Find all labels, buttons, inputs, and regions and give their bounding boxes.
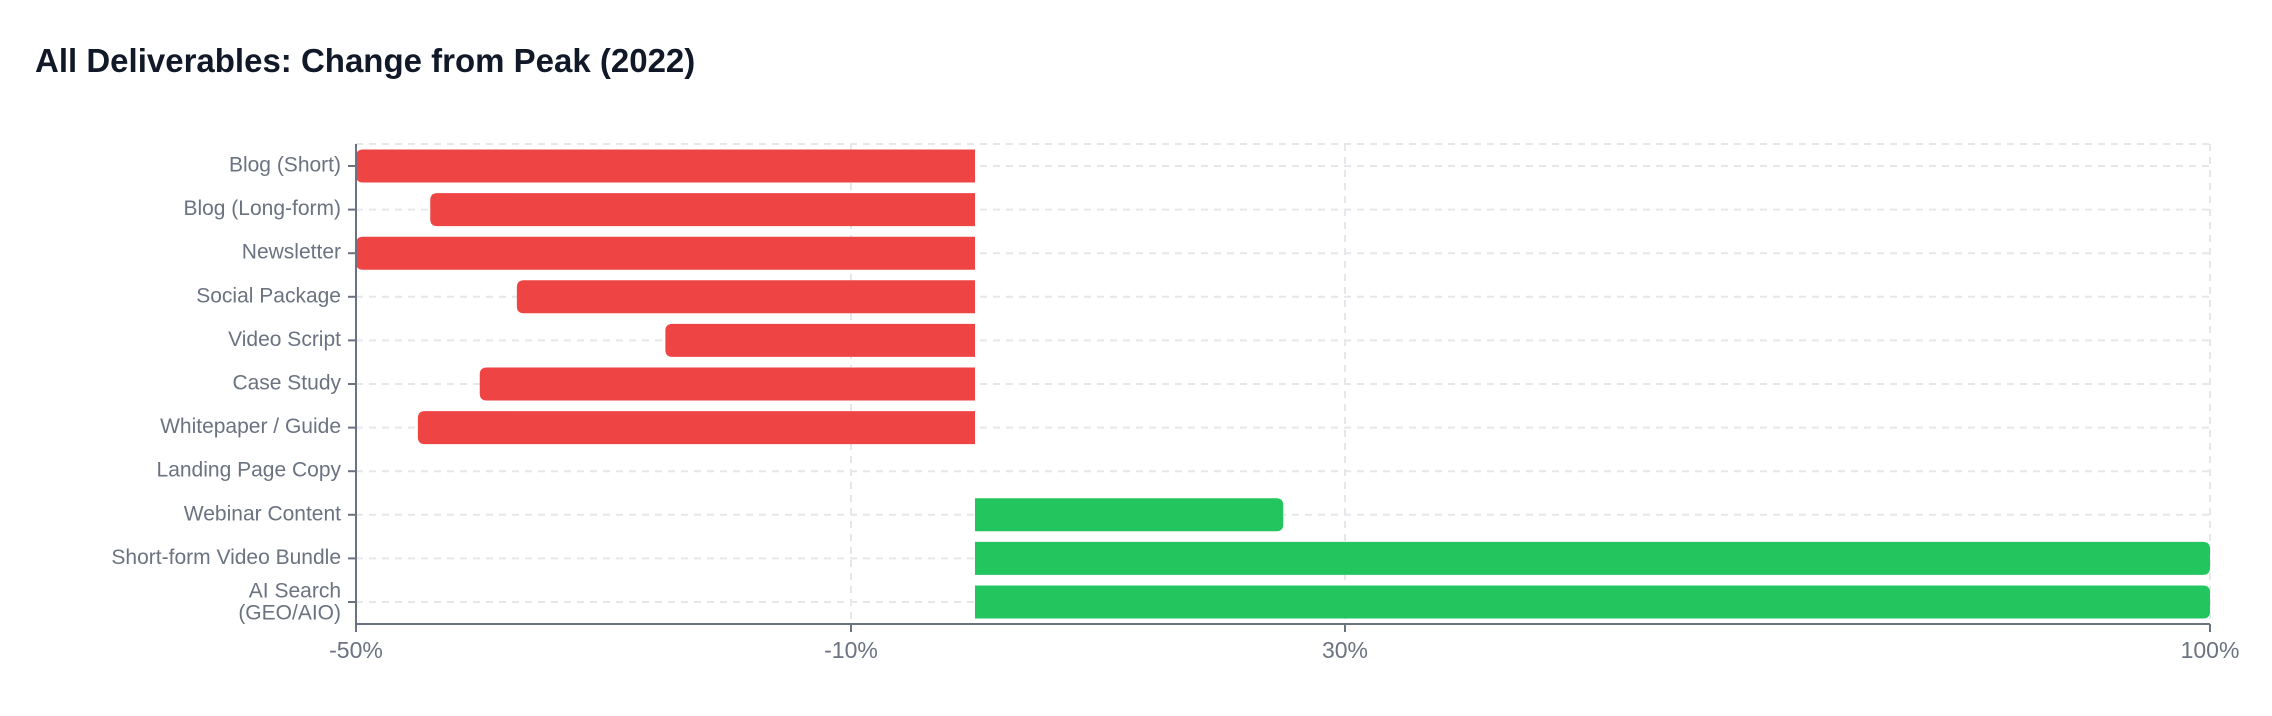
category-label: Landing Page Copy [157,459,342,482]
category-label: Whitepaper / Guide [160,415,341,438]
category-label: Blog (Short) [229,154,341,177]
category-label: Webinar Content [184,502,341,525]
x-tick-label: 30% [1322,637,1368,663]
bar [417,411,975,445]
x-tick-label: 100% [2181,637,2240,663]
chart-title: All Deliverables: Change from Peak (2022… [35,42,696,79]
category-label: AI Search (GEO/AIO) [238,580,341,625]
bar [975,498,1284,532]
category-label: Case Study [232,372,341,395]
category-label: Social Package [196,284,341,307]
bar [975,585,2210,619]
category-label: Short-form Video Bundle [111,546,341,569]
category-label: Blog (Long-form) [183,197,341,220]
bar [430,193,975,227]
bar [479,367,975,401]
category-label: Video Script [228,328,341,351]
bar [356,236,975,270]
bar [356,149,975,183]
bar [516,280,975,314]
x-tick-label: -10% [824,637,878,663]
bar [665,323,975,357]
x-tick-label: -50% [329,637,383,663]
bar [975,541,2210,575]
category-label: Newsletter [242,241,341,264]
